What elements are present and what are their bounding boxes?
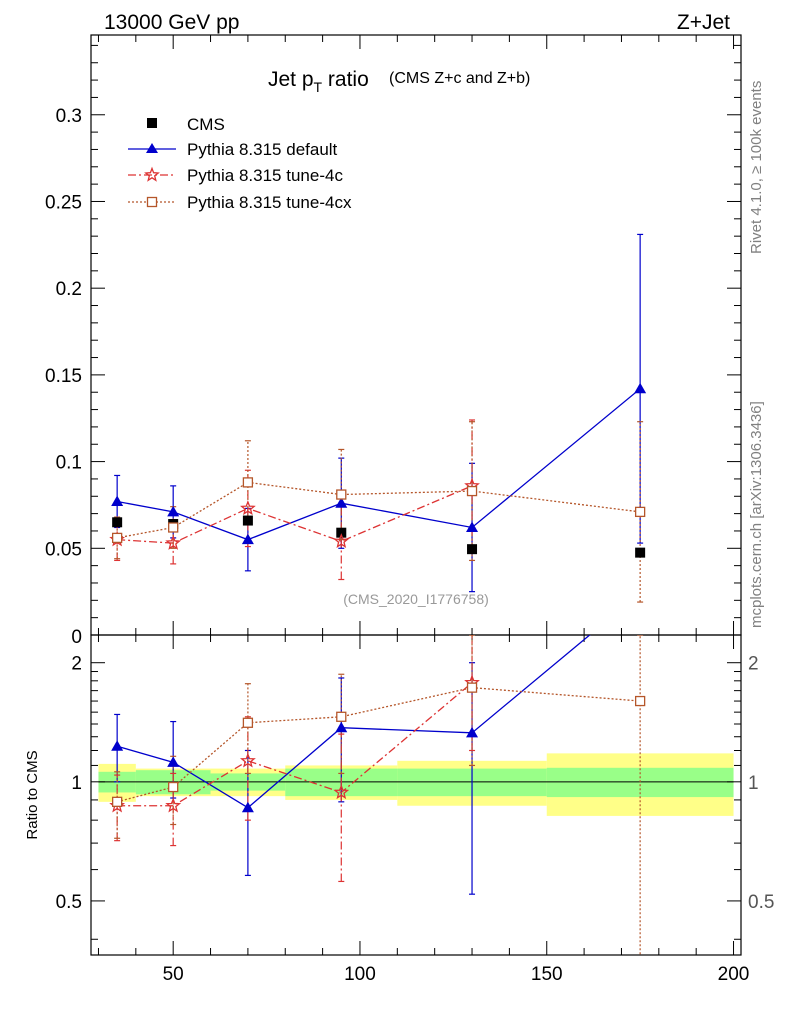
- main-panel: 0.05 0.1 0.15 0.2 0.25 0.3 0: [45, 34, 742, 648]
- series-marker: [165, 534, 182, 550]
- series-marker: [333, 533, 350, 549]
- chart-title-rest: ratio: [322, 68, 369, 91]
- series-marker: [335, 497, 348, 508]
- chart-subtitle: (CMS Z+c and Z+b): [389, 70, 530, 87]
- ratio-series-marker: [466, 726, 479, 738]
- main-y-tick-label: 0.05: [45, 539, 82, 560]
- ratio-y-tick-label-right: 0.5: [748, 892, 774, 913]
- legend: CMS Pythia 8.315 default Pythia 8.315 tu…: [128, 115, 352, 212]
- ratio-series-line: [116, 686, 641, 803]
- ratio-series-0: [114, 635, 591, 895]
- ratio-series-marker: [165, 797, 182, 813]
- series-line: [117, 388, 641, 541]
- ratio-markers-2: [111, 682, 646, 807]
- ratio-markers-0: [111, 721, 479, 813]
- ratio-series-line: [117, 682, 473, 807]
- rivet-label: Rivet 4.1.0, ≥ 100k events: [748, 81, 765, 254]
- ratio-series-marker: [333, 784, 350, 800]
- ratio-series-1: [114, 635, 476, 883]
- main-y-tick-label: 0.25: [45, 192, 82, 213]
- x-tick-label: 50: [163, 964, 184, 985]
- ratio-series-marker: [335, 721, 348, 733]
- legend-tune4cx-marker: [146, 196, 158, 208]
- analysis-watermark: (CMS_2020_I1776758): [343, 591, 489, 607]
- series-marker: [466, 521, 479, 532]
- main-y-tick-label: 0.2: [56, 279, 82, 300]
- series-markers-2: [111, 477, 646, 544]
- cms-data: [112, 515, 646, 558]
- cms-point: [242, 515, 253, 526]
- series-1: [114, 419, 476, 581]
- legend-default-marker: [146, 143, 158, 153]
- ratio-panel: 50 100 150 200 0.5 0.5 1 1 2 2: [56, 634, 774, 985]
- series-markers-1: [109, 477, 480, 550]
- series-marker: [240, 500, 256, 516]
- series-marker: [241, 533, 254, 545]
- legend-star-shape: [144, 166, 160, 182]
- main-data: [109, 233, 647, 603]
- series-2: [114, 421, 644, 603]
- ratio-series-marker: [336, 711, 347, 722]
- ratio-series-marker: [111, 796, 123, 807]
- mcplots-label: mcplots.cern.ch [arXiv:1306.3436]: [748, 401, 765, 628]
- series-marker: [634, 506, 646, 518]
- ratio-y-tick-label: 0.5: [56, 892, 82, 913]
- ratio-frame: [90, 634, 742, 956]
- series-marker: [168, 522, 179, 533]
- series-marker: [466, 485, 478, 497]
- ratio-series-marker: [111, 740, 124, 751]
- series-marker: [634, 382, 647, 394]
- ratio-y-tick-label-right: 2: [748, 654, 759, 675]
- chart-title-main: Jet p: [268, 68, 314, 91]
- x-tick-label: 150: [531, 964, 563, 985]
- ratio-data: [109, 635, 646, 955]
- ratio-series-marker: [466, 682, 478, 693]
- x-tick-label: 200: [718, 964, 750, 985]
- legend-tune4cx-label: Pythia 8.315 tune-4cx: [187, 193, 352, 212]
- x-tick-label: 100: [344, 964, 376, 985]
- series-line: [117, 481, 641, 539]
- series-marker: [336, 489, 347, 500]
- legend-tune4c-marker: [144, 166, 160, 182]
- cms-point: [336, 527, 347, 538]
- main-y-tick-label-zero: 0: [71, 627, 82, 648]
- legend-cms-marker: [147, 118, 157, 128]
- ratio-ylabel: Ratio to CMS: [24, 750, 41, 839]
- ratio-series-marker: [167, 756, 180, 767]
- legend-tune4c-label: Pythia 8.315 tune-4c: [187, 166, 343, 185]
- series-marker: [167, 505, 180, 517]
- series-marker: [111, 532, 123, 544]
- series-markers-0: [111, 382, 647, 545]
- series-line: [117, 485, 473, 544]
- ratio-series-marker: [634, 695, 646, 707]
- legend-cms-label: CMS: [187, 115, 225, 134]
- series-0: [114, 233, 644, 593]
- series-marker: [111, 495, 124, 506]
- ratio-y-tick-label-right: 1: [748, 773, 759, 794]
- main-y-tick-label: 0.15: [45, 366, 82, 387]
- cms-point: [635, 547, 646, 558]
- header-right: Z+Jet: [677, 11, 730, 34]
- chart-title: Jet pT ratio: [268, 68, 369, 95]
- cms-uncertainty-bands: [98, 753, 734, 816]
- cms-point: [467, 544, 478, 555]
- ratio-y-tick-label: 1: [71, 773, 82, 794]
- ratio-y-tick-label: 2: [71, 654, 82, 675]
- ratio-series-marker: [239, 752, 256, 768]
- cms-point: [112, 517, 123, 528]
- chart-title-subscript: T: [314, 79, 323, 95]
- header-left: 13000 GeV pp: [104, 11, 239, 34]
- series-marker: [242, 477, 254, 488]
- ratio-series-marker: [242, 717, 254, 728]
- ratio-series-marker: [241, 801, 254, 813]
- legend-default-label: Pythia 8.315 default: [187, 140, 338, 159]
- main-y-tick-label: 0.1: [56, 453, 82, 474]
- ratio-series-line: [116, 635, 591, 809]
- main-y-tick-label: 0.3: [56, 106, 82, 127]
- ratio-series-marker: [168, 781, 179, 793]
